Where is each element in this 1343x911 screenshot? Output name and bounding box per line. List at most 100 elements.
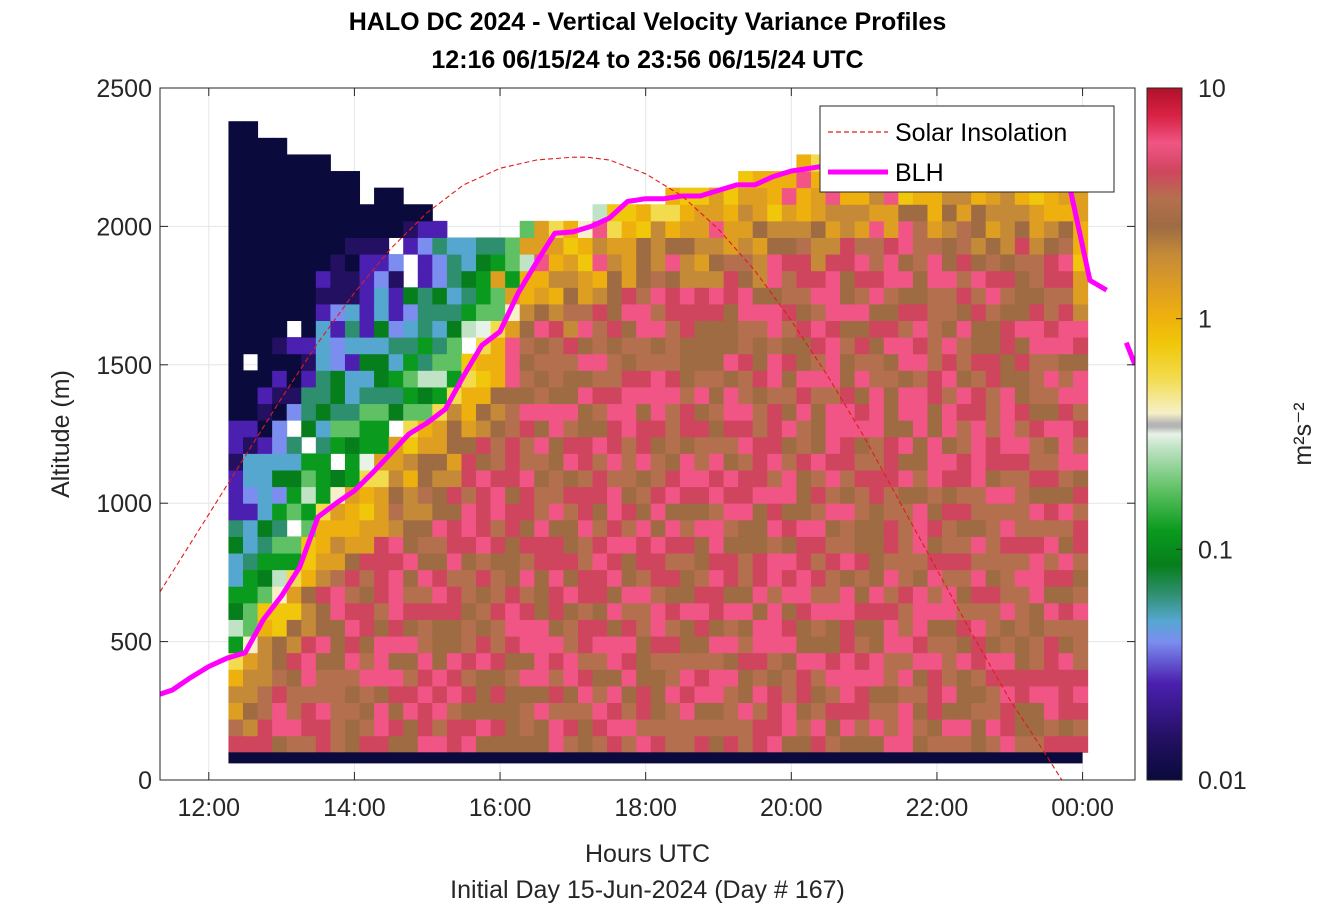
heatmap-cell [272, 553, 288, 571]
heatmap-cell [534, 403, 550, 421]
heatmap-cell [607, 420, 623, 438]
heatmap-cell [679, 403, 695, 421]
heatmap-cell [665, 237, 681, 255]
heatmap-cell [519, 220, 535, 238]
heatmap-cell [228, 403, 244, 421]
heatmap-cell [548, 320, 564, 338]
heatmap-cell [1043, 220, 1060, 238]
heatmap-cell [825, 685, 841, 703]
heatmap-cell [577, 436, 594, 454]
heatmap-cell [912, 669, 928, 687]
heatmap-cell [228, 254, 244, 272]
heatmap-cell [592, 503, 608, 521]
heatmap-cell [621, 602, 637, 620]
heatmap-cell [417, 536, 433, 554]
heatmap-cell [796, 602, 812, 620]
heatmap-cell [650, 486, 666, 504]
heatmap-cell [577, 719, 594, 737]
heatmap-cell [1058, 685, 1074, 703]
heatmap-cell [796, 420, 812, 438]
heatmap-cell [301, 453, 317, 471]
heatmap-cell [840, 420, 856, 438]
heatmap-cell [621, 436, 637, 454]
heatmap-cell [1029, 602, 1045, 620]
heatmap-cell [723, 486, 739, 504]
heatmap-cell [476, 553, 492, 571]
heatmap-cell [1043, 320, 1060, 338]
heatmap-cell [1000, 469, 1016, 488]
heatmap-cell [417, 486, 433, 504]
heatmap-cell [1073, 602, 1089, 620]
heatmap-cell [461, 503, 477, 521]
heatmap-cell [694, 669, 710, 687]
heatmap-cell [912, 652, 928, 670]
heatmap-cell [374, 220, 390, 238]
heatmap-cell [330, 602, 346, 620]
heatmap-cell [854, 619, 870, 637]
chart-subtitle: 12:16 06/15/24 to 23:56 06/15/24 UTC [431, 46, 864, 74]
heatmap-cell [665, 719, 681, 737]
heatmap-cell [490, 735, 506, 753]
heatmap-cell [1000, 636, 1016, 654]
heatmap-cell [1014, 237, 1030, 255]
heatmap-cell [665, 619, 681, 637]
heatmap-cell [607, 553, 623, 571]
heatmap-cell [840, 553, 856, 571]
heatmap-cell [461, 486, 477, 504]
heatmap-cell [374, 619, 390, 637]
heatmap-cell [563, 519, 579, 537]
heatmap-cell [665, 586, 681, 604]
heatmap-cell [854, 403, 870, 421]
heatmap-cell [912, 586, 928, 604]
heatmap-cell [621, 503, 637, 521]
heatmap-cell [738, 685, 754, 703]
heatmap-cell [1000, 536, 1016, 554]
heatmap-cell [927, 220, 943, 238]
heatmap-cell [592, 303, 608, 322]
heatmap-cell [810, 519, 827, 537]
heatmap-cell [942, 469, 958, 488]
heatmap-cell [432, 702, 448, 720]
heatmap-cell [825, 204, 841, 222]
heatmap-cell [388, 652, 404, 670]
heatmap-cell [403, 370, 419, 388]
x-tick-label: 12:00 [178, 794, 241, 822]
heatmap-cell [461, 602, 477, 620]
heatmap-cell [767, 303, 783, 322]
heatmap-cell [810, 320, 827, 338]
heatmap-cell [505, 702, 521, 720]
heatmap-cell [607, 220, 623, 238]
heatmap-cell [1014, 370, 1030, 388]
heatmap-cell [927, 719, 943, 737]
heatmap-cell [388, 702, 404, 720]
heatmap-cell [228, 303, 244, 322]
heatmap-cell [359, 287, 375, 305]
heatmap-cell [519, 652, 535, 670]
heatmap-cell [505, 685, 521, 703]
heatmap-cell [840, 619, 856, 637]
heatmap-cell [432, 685, 448, 703]
heatmap-cell [1043, 453, 1060, 471]
heatmap-cell [636, 519, 652, 537]
heatmap-cell [985, 719, 1001, 737]
heatmap-cell [956, 204, 972, 222]
heatmap-cell [650, 303, 666, 322]
heatmap-cell [796, 303, 812, 322]
heatmap-cell [942, 636, 958, 654]
heatmap-cell [592, 652, 608, 670]
heatmap-cell [781, 204, 797, 222]
heatmap-cell [636, 370, 652, 388]
heatmap-cell [636, 702, 652, 720]
heatmap-cell [548, 636, 564, 654]
heatmap-cell [767, 586, 783, 604]
heatmap-cell [577, 685, 594, 703]
heatmap-cell [243, 320, 259, 338]
heatmap-cell [344, 270, 361, 288]
heatmap-cell [286, 719, 302, 737]
heatmap-cell [374, 420, 390, 438]
heatmap-cell [315, 519, 331, 537]
heatmap-cell [738, 303, 754, 322]
heatmap-cell [665, 337, 681, 355]
heatmap-cell [417, 353, 433, 371]
heatmap-cell [971, 685, 987, 703]
